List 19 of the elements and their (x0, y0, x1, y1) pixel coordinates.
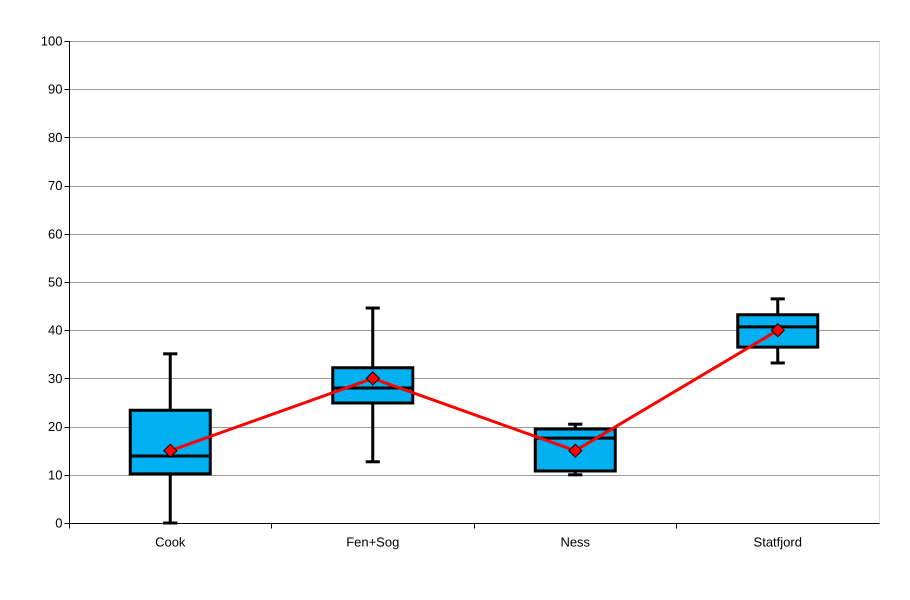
point (366, 371, 380, 386)
point (770, 323, 785, 338)
y-tick-label: 20 (48, 419, 62, 434)
y-tick-label: 0 (55, 516, 62, 530)
y-tick-label: 10 (48, 467, 62, 482)
point (163, 444, 178, 458)
y-tick-label: 50 (48, 274, 62, 290)
point (568, 444, 582, 458)
x-tick-label: Statfjord (754, 534, 802, 550)
y-tick-label: 100 (40, 34, 62, 48)
y-tick-label: 60 (48, 226, 62, 242)
y-tick-label: 90 (48, 82, 62, 97)
y-tick-label: 70 (48, 178, 62, 194)
x-tick-label: Ness (560, 534, 591, 550)
y-tick-label: 80 (48, 130, 62, 145)
x-tick-label: Fen+Sog (346, 534, 400, 550)
y-tick-label: 30 (48, 370, 62, 386)
x-tick-label: Cook (155, 534, 186, 550)
y-tick-label: 40 (48, 322, 62, 338)
